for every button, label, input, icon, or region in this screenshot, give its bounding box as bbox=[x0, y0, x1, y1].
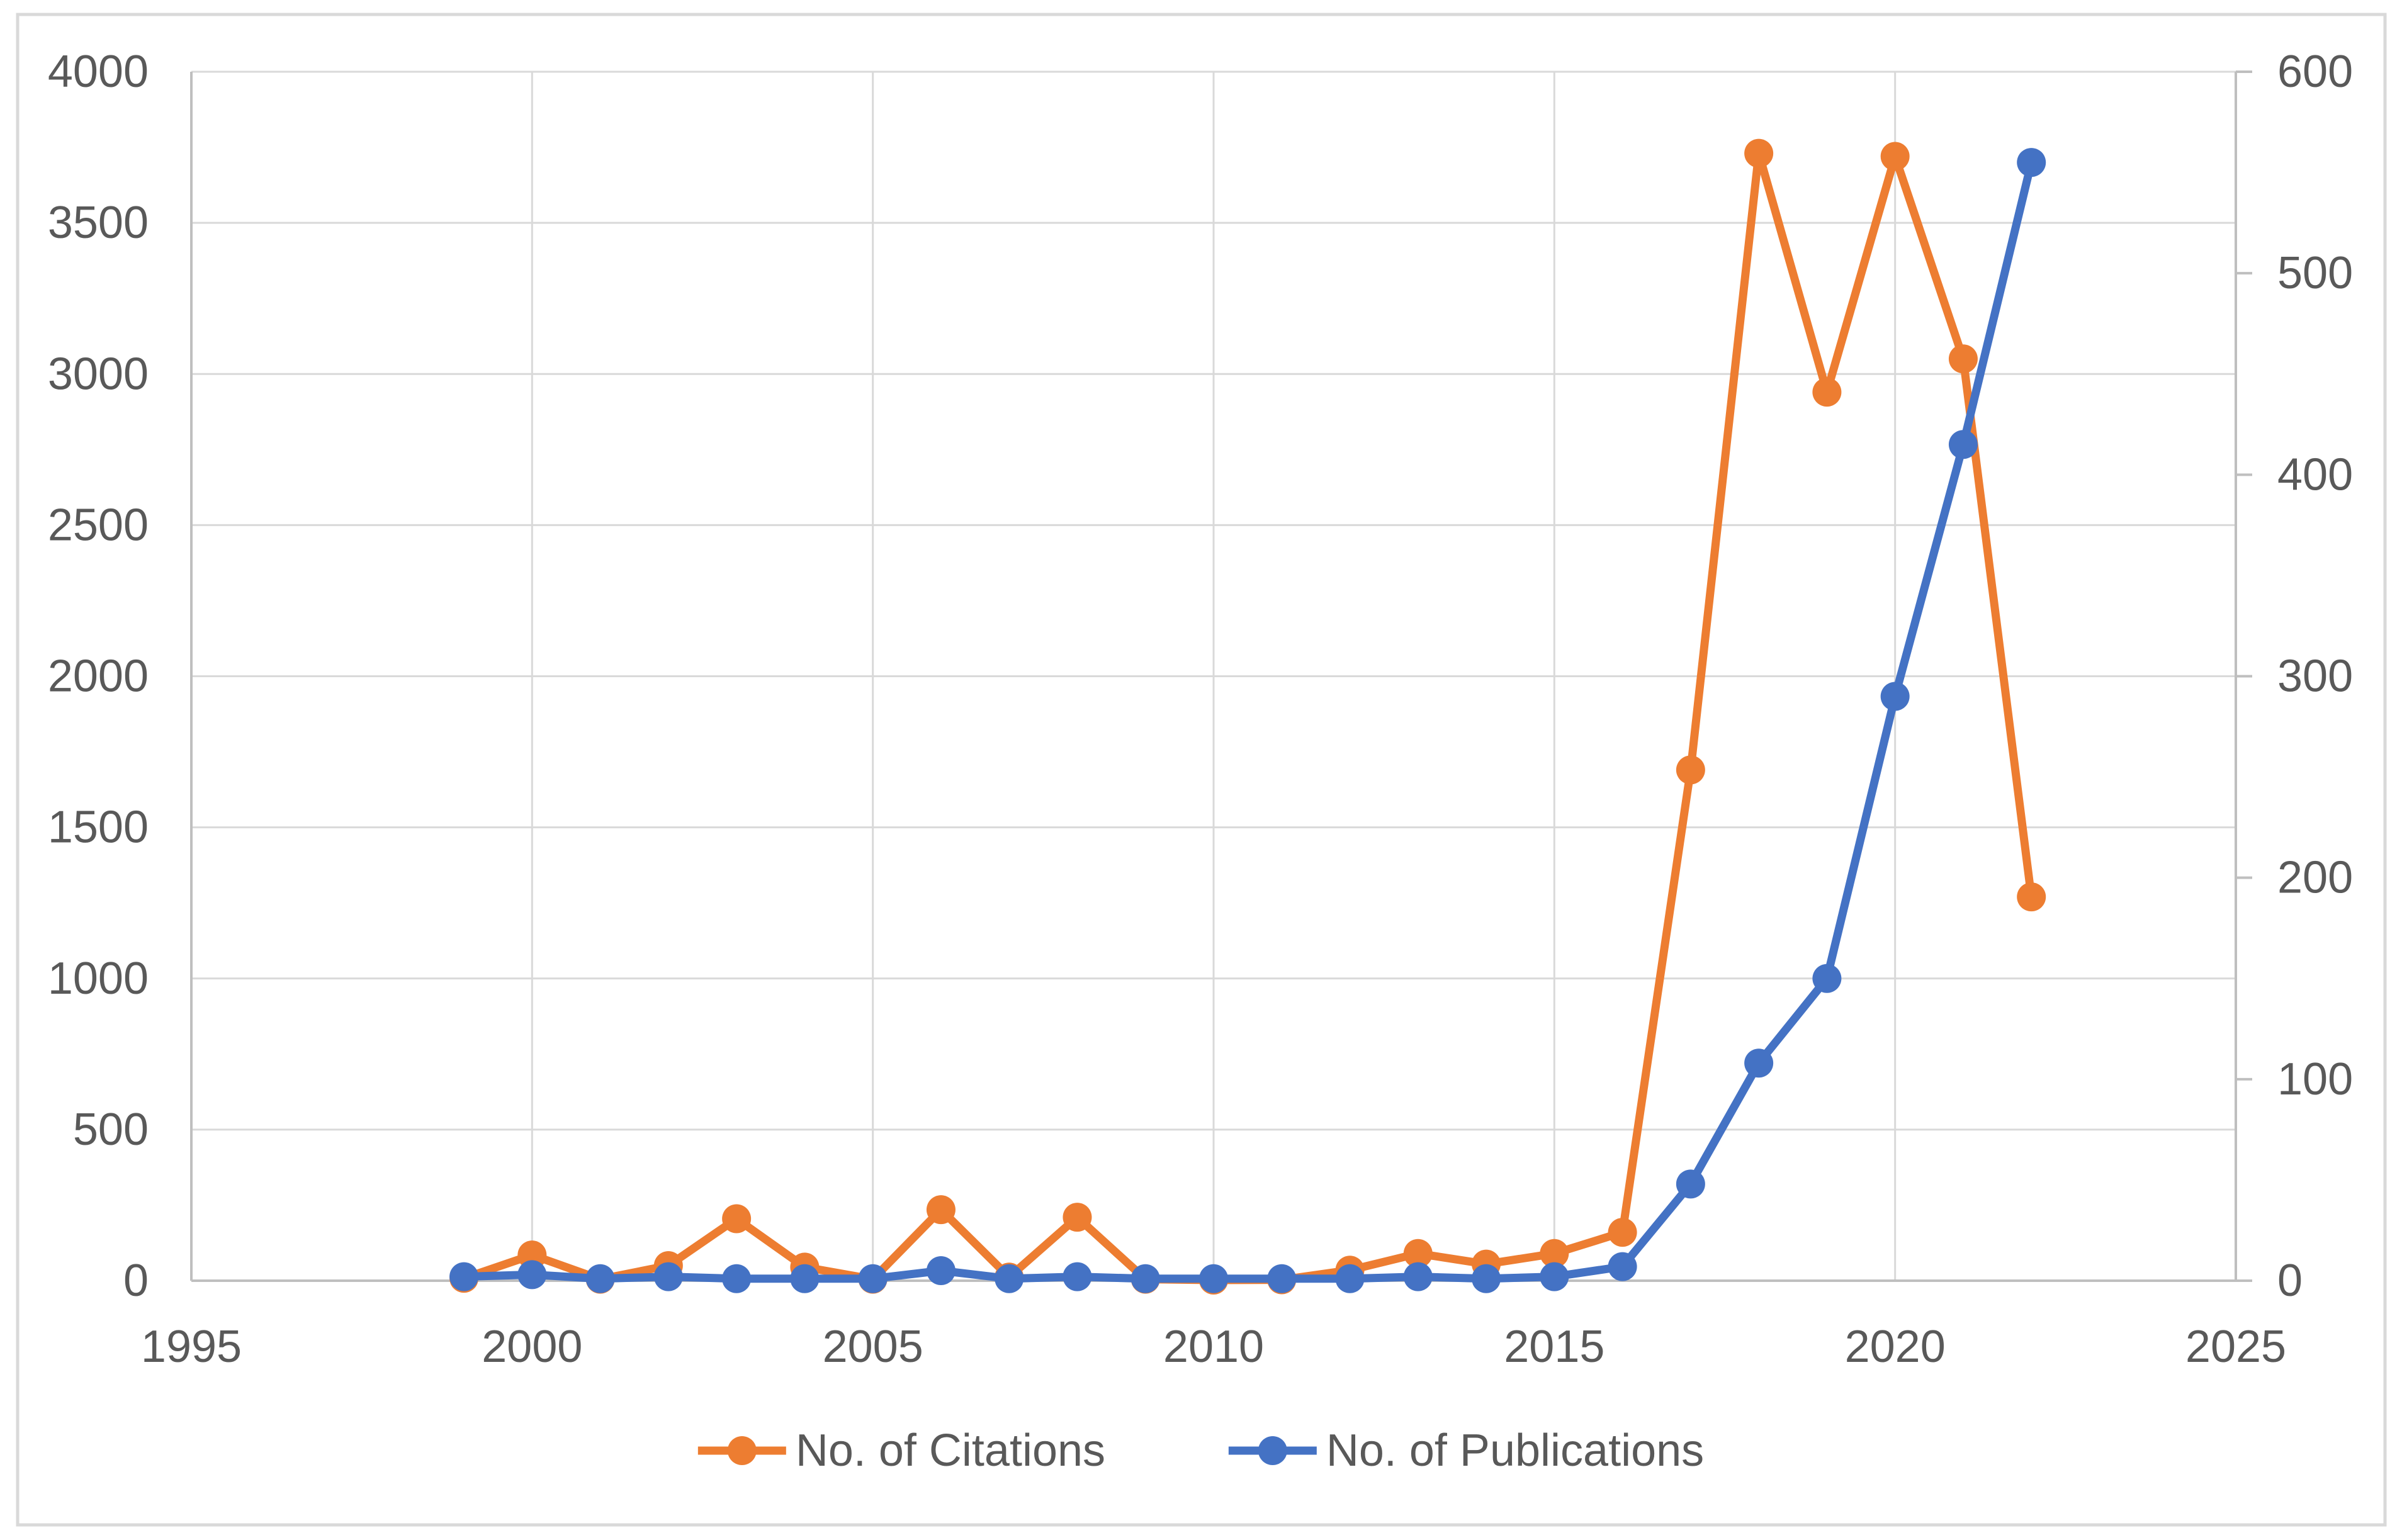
y-axis-left-tick-label: 1500 bbox=[48, 802, 149, 853]
figure-border bbox=[16, 13, 2387, 1527]
publications-data-point bbox=[1744, 1048, 1774, 1078]
publications-data-point bbox=[2017, 148, 2046, 177]
publications-data-point bbox=[1812, 964, 1842, 993]
publications-data-point bbox=[1676, 1169, 1705, 1199]
legend-label: No. of Citations bbox=[796, 1425, 1105, 1476]
y-axis-left-tick-label: 3000 bbox=[48, 349, 149, 399]
x-axis-tick-label: 2020 bbox=[1845, 1322, 1946, 1372]
legend-marker-icon bbox=[727, 1436, 757, 1465]
publications-data-point bbox=[1540, 1262, 1569, 1291]
citations-data-point bbox=[1880, 142, 1910, 171]
publications-data-point bbox=[1472, 1264, 1501, 1293]
x-axis-tick-label: 2015 bbox=[1504, 1322, 1604, 1372]
legend-item: No. of Citations bbox=[697, 1425, 1105, 1476]
publications-data-point bbox=[1063, 1262, 1092, 1291]
citations-data-point bbox=[1608, 1218, 1637, 1247]
y-axis-right-tick-label: 400 bbox=[2277, 449, 2353, 500]
citations-data-point bbox=[1744, 138, 1774, 168]
y-axis-right-tick-label: 200 bbox=[2277, 853, 2353, 903]
citations-data-point bbox=[1948, 344, 1978, 374]
y-axis-left-tick-label: 2000 bbox=[48, 651, 149, 702]
y-axis-right-tick-label: 300 bbox=[2277, 651, 2353, 702]
legend: No. of Citations No. of Publications bbox=[697, 1425, 1704, 1476]
publications-data-point bbox=[858, 1264, 888, 1293]
publications-data-point bbox=[653, 1262, 683, 1291]
publications-data-point bbox=[1608, 1252, 1637, 1281]
x-axis-tick-label: 1995 bbox=[141, 1322, 242, 1372]
publications-data-point bbox=[585, 1264, 615, 1293]
publications-data-point bbox=[995, 1264, 1024, 1293]
y-axis-left-tick-label: 0 bbox=[123, 1256, 149, 1306]
x-axis-tick-label: 2000 bbox=[482, 1322, 582, 1372]
y-axis-right-tick-label: 600 bbox=[2277, 47, 2353, 97]
y-axis-left-tick-label: 500 bbox=[73, 1104, 149, 1155]
x-axis-tick-label: 2005 bbox=[823, 1322, 923, 1372]
citations-data-point bbox=[722, 1204, 752, 1234]
x-axis-tick-label: 2025 bbox=[2185, 1322, 2286, 1372]
legend-item: No. of Publications bbox=[1228, 1425, 1704, 1476]
y-axis-right-tick-label: 0 bbox=[2277, 1256, 2303, 1306]
legend-label: No. of Publications bbox=[1326, 1425, 1704, 1476]
citations-data-point bbox=[1812, 378, 1842, 407]
publications-data-point bbox=[1948, 430, 1978, 459]
publications-data-point bbox=[790, 1264, 820, 1293]
y-axis-left-tick-label: 1000 bbox=[48, 953, 149, 1004]
publications-data-point bbox=[1403, 1262, 1433, 1291]
publications-data-point bbox=[1335, 1264, 1365, 1293]
citations-data-point bbox=[926, 1195, 956, 1225]
citations-data-point bbox=[1403, 1239, 1433, 1268]
publications-data-point bbox=[517, 1260, 547, 1290]
citations-data-point bbox=[1540, 1239, 1569, 1268]
publications-data-point bbox=[449, 1262, 479, 1291]
publications-data-point bbox=[1199, 1264, 1228, 1293]
citations-data-point bbox=[1063, 1203, 1092, 1232]
x-axis-tick-label: 2010 bbox=[1163, 1322, 1264, 1372]
publications-data-point bbox=[926, 1256, 956, 1285]
citations-data-point bbox=[1676, 755, 1705, 785]
publications-data-point bbox=[1267, 1264, 1297, 1293]
y-axis-right-tick-label: 100 bbox=[2277, 1054, 2353, 1104]
y-axis-right-tick-label: 500 bbox=[2277, 248, 2353, 298]
y-axis-left-tick-label: 2500 bbox=[48, 500, 149, 550]
publications-data-point bbox=[722, 1264, 752, 1293]
publications-data-point bbox=[1131, 1264, 1160, 1293]
legend-marker-icon bbox=[1258, 1436, 1287, 1465]
citations-data-point bbox=[2017, 882, 2046, 912]
publications-data-point bbox=[1880, 682, 1910, 711]
y-axis-left-tick-label: 3500 bbox=[48, 198, 149, 248]
y-axis-left-tick-label: 4000 bbox=[48, 47, 149, 97]
